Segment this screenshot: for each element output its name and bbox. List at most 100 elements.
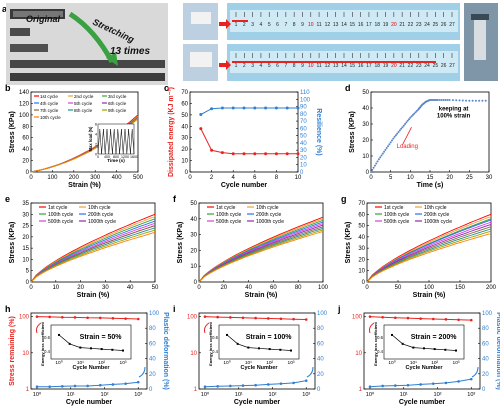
inset-x-tick-label: 10² <box>431 360 438 366</box>
data-point <box>379 156 382 159</box>
data-point <box>440 99 443 101</box>
x-tick-label: 0 <box>365 285 369 291</box>
y-tick-label: 100 <box>19 113 30 119</box>
inset-line <box>97 128 135 155</box>
ruler-label: 5 <box>268 63 271 69</box>
point-resilience <box>274 106 278 110</box>
y-tick-label: 80 <box>22 124 29 130</box>
point-plastic <box>419 383 422 386</box>
data-point <box>384 148 387 151</box>
x-tick-label: 10³ <box>302 392 310 398</box>
data-point <box>410 115 413 118</box>
x-tick-label: 50 <box>152 285 159 291</box>
x-tick-label: 10⁰ <box>366 391 375 398</box>
inset-y-tick-label: 0.4 <box>212 349 218 354</box>
ruler-label: 20 <box>391 63 397 69</box>
legend-label: 100th cycle <box>48 212 74 218</box>
data-point <box>375 162 378 165</box>
point-plastic <box>292 381 295 385</box>
series-line <box>30 231 156 283</box>
y-tick-label: 140 <box>19 90 30 96</box>
inset-point <box>58 333 60 336</box>
point-resilience <box>199 113 203 117</box>
y2-tick-label: 0 <box>300 170 304 176</box>
inset-y-tick-label: 0.6 <box>44 335 50 340</box>
ruler-label: 7 <box>284 63 287 69</box>
y2-tick-label: 40 <box>149 357 156 363</box>
y-tick-label: 20 <box>362 138 369 144</box>
point-dissipated <box>274 152 278 156</box>
x-tick-label: 15 <box>427 175 434 181</box>
inset-y-label: Energy loss coefficient <box>208 321 213 365</box>
point-stress <box>229 316 232 319</box>
series-line <box>366 226 492 283</box>
y-tick-label: 0 <box>194 280 198 286</box>
data-point <box>370 171 372 173</box>
legend-label: 4th cycle <box>40 101 59 106</box>
ruler-label: 17 <box>366 22 372 28</box>
ruler-label: 3 <box>251 63 254 69</box>
point-plastic <box>216 385 219 388</box>
y-tick-label: 0 <box>366 170 370 176</box>
chart-g: 0 50 100 150 200 0 10 20 30 40 50 60 70 Strain (%) Str… <box>341 194 497 299</box>
ruler-label: 20 <box>391 22 397 28</box>
x-tick-label: 30 <box>102 285 109 291</box>
ruler-label: 14 <box>341 22 347 28</box>
y-tick-label: 10 <box>190 351 197 357</box>
series-line <box>30 213 156 283</box>
legend-label: 5th cycle <box>74 101 93 106</box>
x-tick-label: 10 <box>407 175 414 181</box>
arrow-stress-axis <box>36 322 42 334</box>
ruler-label: 22 <box>408 22 414 28</box>
point-plastic <box>35 385 39 389</box>
y2-tick-label: 80 <box>482 326 489 332</box>
ruler-label: 16 <box>358 22 364 28</box>
ruler-label: 23 <box>416 63 422 69</box>
y2-tick-label: 0 <box>149 387 153 393</box>
legend-label: 8th cycle <box>74 108 93 113</box>
legend-label: 200th cycle <box>424 212 450 218</box>
inset-y-tick-label: 6 <box>95 123 97 127</box>
x-tick-label: 10 <box>295 175 302 181</box>
x-axis-label: Time (s) <box>417 182 444 189</box>
arrow-plastic-axis <box>471 366 479 378</box>
inset-point <box>236 342 239 345</box>
point-plastic <box>457 380 460 383</box>
series-line <box>198 230 324 283</box>
data-point <box>380 154 383 157</box>
point-stress <box>111 316 115 320</box>
y-axis-label: Stress (KPa) <box>349 111 356 153</box>
point-plastic <box>61 385 64 388</box>
inset-x-tick-label: 1600 <box>130 155 138 159</box>
inset-x-tick-label: 10¹ <box>77 360 84 366</box>
y2-tick-label: 60 <box>149 341 156 347</box>
plot-frame <box>189 91 299 173</box>
y2-tick-label: 60 <box>482 341 489 347</box>
point-dissipated <box>264 152 268 156</box>
y2-tick-label: 40 <box>482 357 489 363</box>
plot-frame <box>363 312 481 390</box>
point-dissipated <box>220 151 224 155</box>
point-stress <box>216 315 219 319</box>
data-point <box>455 99 458 102</box>
y-tick-label: 50 <box>181 113 188 119</box>
data-point <box>409 116 412 119</box>
annotation-loading: Loading <box>397 144 418 150</box>
x-tick-label: 200 <box>486 285 497 291</box>
point-resilience <box>253 106 257 110</box>
ruler-label: 15 <box>350 63 356 69</box>
legend-label: 200th cycle <box>256 212 282 218</box>
y2-axis-label: Plastic deformation (%) <box>162 312 169 390</box>
ruler-label: 1 <box>235 63 238 69</box>
point-dissipated <box>253 152 257 156</box>
text-original: Original <box>26 14 61 24</box>
series-line <box>198 229 324 283</box>
plot-frame <box>198 312 316 390</box>
ruler-label: 25 <box>433 63 439 69</box>
series-line <box>198 223 324 283</box>
inset-x-tick-label: 10¹ <box>410 360 417 366</box>
plot-frame <box>30 91 139 173</box>
point-stress <box>444 318 448 321</box>
inset-x-label: Cycle Number <box>406 365 444 371</box>
